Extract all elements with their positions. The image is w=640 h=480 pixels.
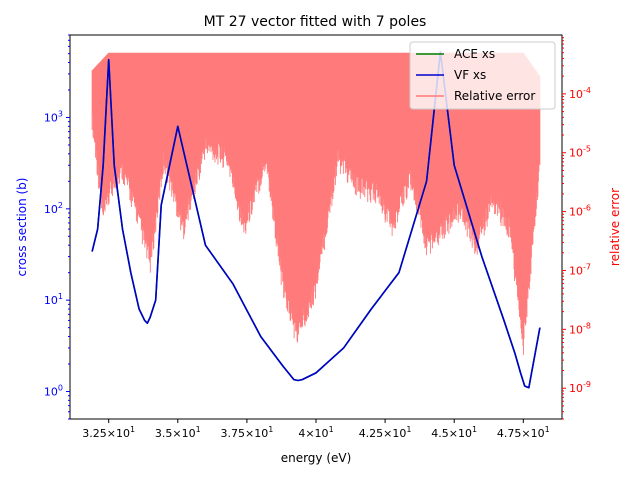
x-tick-label: 3.75×101	[220, 425, 273, 440]
y-left-tick-label: 102	[44, 201, 63, 216]
y-right-tick-label: 10-8	[569, 321, 591, 336]
y-left-tick-label: 100	[44, 384, 63, 399]
x-tick-label: 4.25×101	[359, 425, 412, 440]
legend-label-ace: ACE xs	[454, 47, 495, 61]
y-right-tick-label: 10-4	[569, 86, 591, 101]
x-tick-label: 3.25×101	[82, 425, 135, 440]
y-axis-right: 10-9 10-8 10-7 10-6 10-5 10-4	[562, 37, 591, 420]
legend: ACE xs VF xs Relative error	[409, 41, 556, 110]
x-tick-label: 3.5×101	[155, 425, 201, 440]
vf-xs-line	[91, 51, 541, 389]
x-tick-label: 4.5×101	[431, 425, 477, 440]
cross-section-layer	[91, 51, 541, 389]
y-right-tick-label: 10-9	[569, 380, 591, 395]
legend-box	[409, 41, 556, 110]
y-left-tick-label: 101	[44, 292, 63, 307]
relative-error-layer	[91, 52, 541, 355]
y-axis-left: 100 101 102 103	[44, 34, 70, 420]
y-axis-right-label: relative error	[608, 188, 622, 266]
x-axis-label: energy (eV)	[281, 451, 352, 465]
y-right-tick-label: 10-5	[569, 145, 591, 160]
chart-title: MT 27 vector fitted with 7 poles	[204, 14, 427, 30]
y-axis-left-label: cross section (b)	[15, 178, 29, 277]
y-right-tick-label: 10-7	[569, 262, 591, 277]
x-tick-label: 4×101	[298, 425, 333, 440]
x-axis: 3.25×101 3.5×101 3.75×101 4×101 4.25×101 4.5×…	[82, 419, 550, 440]
relative-error-band	[91, 52, 541, 355]
legend-label-vf: VF xs	[454, 68, 486, 82]
y-left-tick-label: 103	[44, 109, 63, 124]
x-tick-label: 4.75×101	[497, 425, 550, 440]
y-right-tick-label: 10-6	[569, 204, 591, 219]
legend-label-error: Relative error	[454, 89, 535, 103]
